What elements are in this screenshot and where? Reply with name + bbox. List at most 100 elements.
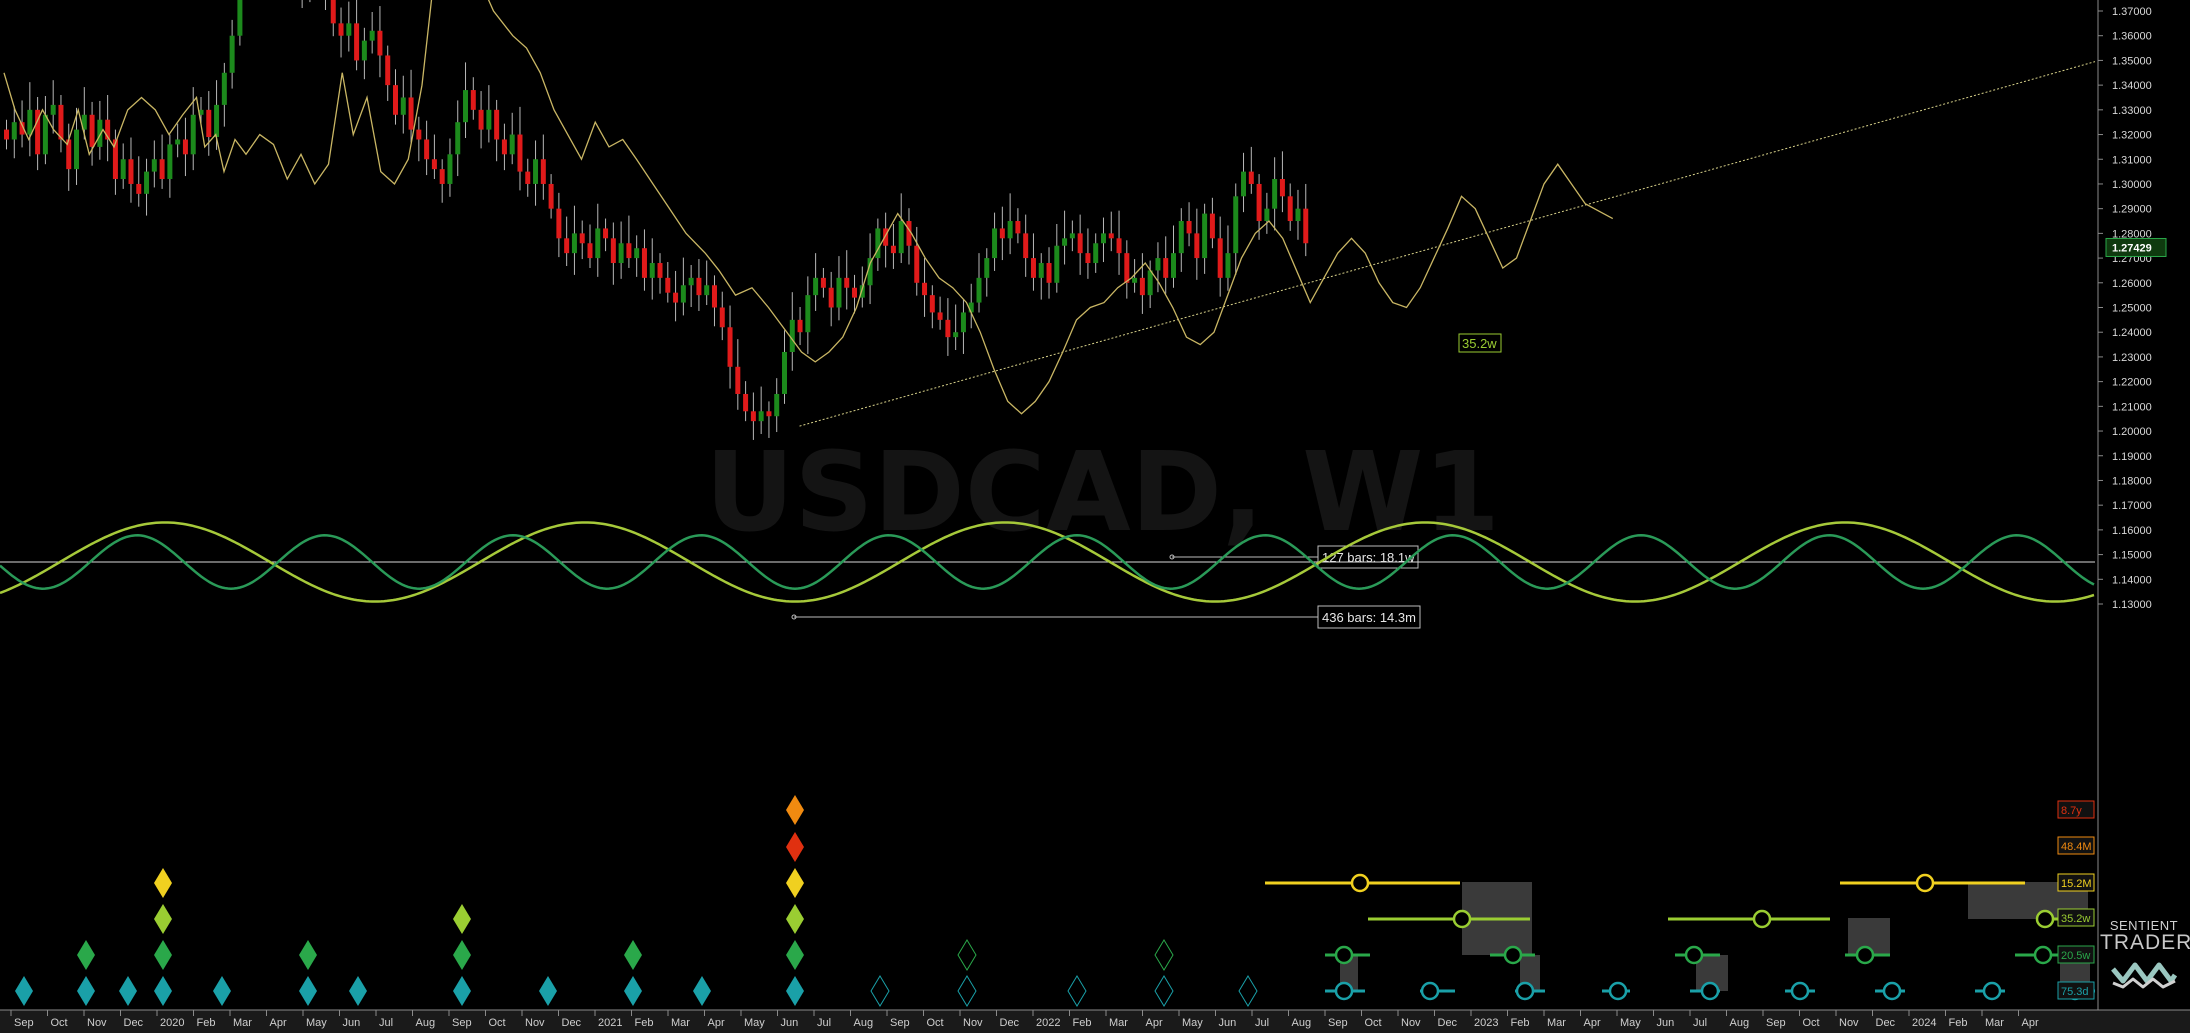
cycle-trough-diamond xyxy=(77,976,95,1006)
x-tick-label: Jul xyxy=(1693,1017,1707,1029)
x-tick-label: Jul xyxy=(379,1017,393,1029)
x-tick-label: Aug xyxy=(1730,1017,1750,1029)
x-tick-label: 2020 xyxy=(160,1017,184,1029)
candle-body xyxy=(743,393,749,412)
trend-cycle-label-box xyxy=(1458,333,1502,353)
y-tick-label: 1.19000 xyxy=(2112,451,2152,463)
candle-body xyxy=(774,393,780,417)
y-tick-label: 1.31000 xyxy=(2112,154,2152,166)
candle-body xyxy=(548,183,554,209)
cycle-period-label: 15.2M xyxy=(2061,878,2092,890)
candle-body xyxy=(1163,258,1169,278)
x-tick-label: Apr xyxy=(2022,1017,2039,1029)
candle-body xyxy=(1303,208,1309,244)
x-tick-label: Mar xyxy=(671,1017,690,1029)
cycle-period-label: 75.3d xyxy=(2061,986,2089,998)
x-tick-label: Feb xyxy=(1073,1017,1092,1029)
projection-marker xyxy=(1334,945,1354,965)
projection-marker xyxy=(2033,945,2053,965)
x-tick-label: Sep xyxy=(452,1017,472,1029)
x-tick-label: Mar xyxy=(1547,1017,1566,1029)
candle-body xyxy=(999,228,1005,239)
y-tick-label: 1.24000 xyxy=(2112,327,2152,339)
cycle-period-label-box xyxy=(2057,836,2095,855)
projection-marker xyxy=(1503,945,1523,965)
x-tick-label: Dec xyxy=(124,1017,144,1029)
cycle-wave-2 xyxy=(0,534,2095,590)
projection-marker xyxy=(1982,981,2002,1001)
candle-body xyxy=(976,277,982,303)
candle-body xyxy=(431,159,437,170)
x-tick-label: Nov xyxy=(963,1017,983,1029)
candle-body xyxy=(992,228,998,259)
x-tick-label: Feb xyxy=(1949,1017,1968,1029)
cycle-trough-diamond xyxy=(539,976,557,1006)
projection-marker xyxy=(2035,909,2055,929)
candle-body xyxy=(330,0,336,24)
x-tick-label: Apr xyxy=(1146,1017,1163,1029)
y-tick-label: 1.37000 xyxy=(2112,6,2152,18)
x-axis-panel xyxy=(0,1010,2190,1033)
candle-body xyxy=(11,122,17,140)
x-tick-label: Oct xyxy=(1365,1017,1382,1029)
cycle-trough-diamond xyxy=(213,976,231,1006)
candle-body xyxy=(844,277,850,288)
candle-body xyxy=(447,154,453,184)
cycle-period-label: 48.4M xyxy=(2061,841,2092,853)
candle-body xyxy=(416,129,422,140)
cycle-trough-diamond xyxy=(786,940,804,970)
x-tick-label: May xyxy=(744,1017,765,1029)
candle-body xyxy=(1225,253,1231,278)
projection-marker xyxy=(1515,981,1535,1001)
cycle-trough-diamond xyxy=(624,940,642,970)
candle-body xyxy=(1155,258,1161,271)
cycle-trough-diamond xyxy=(786,904,804,934)
candle-body xyxy=(1038,263,1044,278)
projection-marker xyxy=(1334,981,1354,1001)
y-tick-label: 1.23000 xyxy=(2112,352,2152,364)
brand-line1: SENTIENT xyxy=(2109,918,2179,933)
measure-label-1: 127 bars: 18.1w xyxy=(1322,550,1415,565)
candle-body xyxy=(1015,221,1021,234)
x-tick-label: Jun xyxy=(343,1017,361,1029)
candle-body xyxy=(74,129,80,170)
projection-marker xyxy=(1452,909,1472,929)
x-tick-label: Sep xyxy=(1766,1017,1786,1029)
candle-body xyxy=(797,319,803,333)
cycle-projected-diamond xyxy=(1154,939,1174,971)
candle-body xyxy=(1186,221,1192,234)
candle-body xyxy=(354,23,360,61)
x-tick-label: Jul xyxy=(1255,1017,1269,1029)
cycle-trough-diamond xyxy=(154,904,172,934)
measure-label-box-1 xyxy=(1317,545,1419,569)
cycle-projected-diamond xyxy=(957,975,977,1007)
projection-marker xyxy=(1855,945,1875,965)
candle-body xyxy=(478,109,484,130)
cycle-trough-diamond xyxy=(154,940,172,970)
candle-body xyxy=(610,238,616,264)
cycle-trough-diamond xyxy=(786,976,804,1006)
candle-body xyxy=(1256,183,1262,222)
candle-body xyxy=(820,277,826,288)
candle-body xyxy=(112,139,118,180)
candle-body xyxy=(813,277,819,296)
candle-body xyxy=(883,228,889,246)
y-tick-label: 1.21000 xyxy=(2112,401,2152,413)
projection-marker xyxy=(1420,981,1440,1001)
x-tick-label: 2021 xyxy=(598,1017,622,1029)
cycle-period-label-box xyxy=(2057,945,2095,964)
candle-body xyxy=(704,285,710,296)
trend-cycle-label: 35.2w xyxy=(1462,336,1497,351)
x-tick-label: May xyxy=(1620,1017,1641,1029)
candle-body xyxy=(922,282,928,296)
projection-marker xyxy=(1790,981,1810,1001)
candle-body xyxy=(214,104,220,138)
candle-body xyxy=(486,109,492,130)
cycle-projected-diamond xyxy=(1238,975,1258,1007)
cycle-trough-diamond xyxy=(154,976,172,1006)
candle-body xyxy=(579,233,585,244)
cycle-trough-diamond xyxy=(453,976,471,1006)
candle-body xyxy=(175,139,181,145)
candle-body xyxy=(198,109,204,115)
candle-body xyxy=(144,171,150,194)
